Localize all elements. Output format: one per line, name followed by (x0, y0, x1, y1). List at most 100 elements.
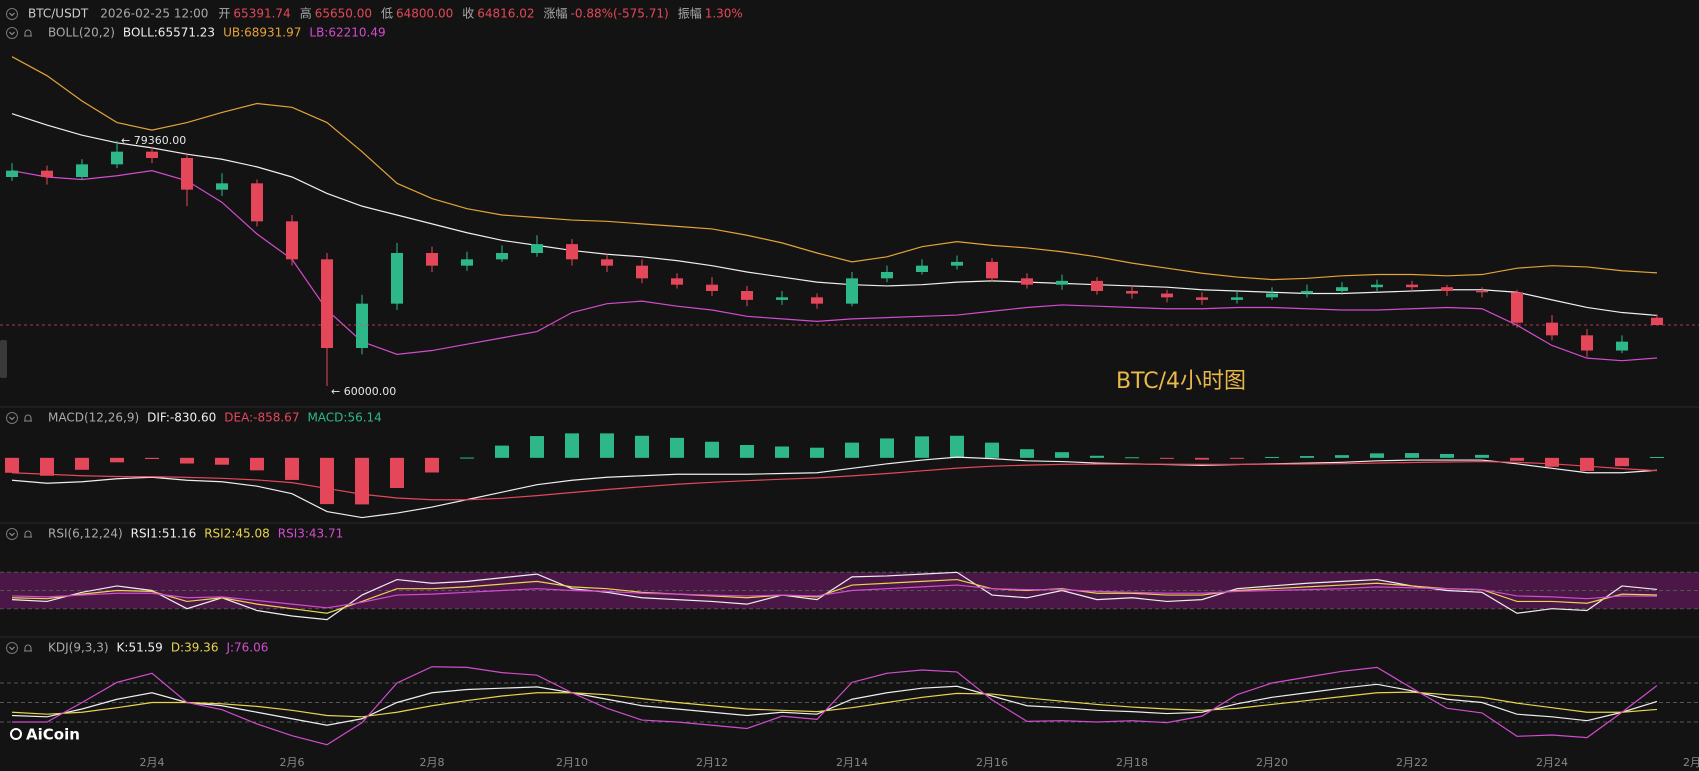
candle-body (216, 183, 228, 190)
x-tick-label: 2月 (1683, 756, 1699, 769)
side-handle[interactable] (0, 340, 7, 378)
candle-body (1371, 284, 1383, 288)
logo-mark (10, 728, 22, 740)
candle-body (1021, 278, 1033, 285)
x-tick-label: 2月12 (696, 756, 728, 769)
candle-body (1476, 291, 1488, 293)
candle-body (601, 259, 613, 266)
candle-body (741, 291, 753, 300)
macd-bar (740, 445, 754, 458)
alert-icon[interactable] (24, 644, 32, 652)
macd-bar (775, 446, 789, 458)
toggle-icon[interactable] (6, 8, 18, 20)
candle-body (1196, 297, 1208, 300)
x-tick-label: 2月18 (1116, 756, 1148, 769)
macd-bar (1440, 453, 1454, 458)
macd-bar (565, 433, 579, 458)
legend-text: -0.88%(-575.71) (571, 7, 669, 21)
toggle-chevron[interactable] (9, 12, 15, 17)
indicator-line (11, 456, 1658, 519)
macd-bar (1580, 457, 1594, 471)
macd-bar (635, 435, 649, 458)
macd-bar (110, 457, 124, 463)
macd-bar (355, 457, 369, 505)
indicator-line (11, 460, 1658, 501)
legend-text: 高 (300, 6, 312, 21)
candle-body (356, 303, 368, 348)
candle-body (496, 253, 508, 260)
alert-icon[interactable] (24, 29, 32, 37)
candle-body (531, 244, 543, 253)
candle-body (986, 261, 998, 279)
legend-text: DEA:-858.67 (224, 411, 299, 425)
legend-text: MACD:56.14 (307, 411, 381, 425)
macd-bar (1370, 453, 1384, 458)
candle-body (1126, 291, 1138, 294)
toggle-chevron[interactable] (9, 646, 15, 651)
candle-body (1266, 293, 1278, 298)
candle-body (846, 278, 858, 304)
x-tick-label: 2月4 (140, 756, 165, 769)
legend-text: UB:68931.97 (223, 26, 301, 40)
legend-text: BTC/USDT (28, 7, 89, 21)
macd-bar (1475, 454, 1489, 458)
alert-icon[interactable] (24, 530, 32, 538)
candle-body (251, 183, 263, 222)
indicator-line (11, 113, 1658, 317)
x-tick-label: 2月6 (280, 756, 305, 769)
alert-icon[interactable] (24, 414, 32, 422)
macd-bar (1055, 452, 1069, 458)
candle-body (1336, 287, 1348, 291)
toggle-chevron[interactable] (9, 416, 15, 421)
toggle-chevron[interactable] (9, 532, 15, 537)
candle-body (1581, 335, 1593, 351)
legend-text: 64800.00 (396, 7, 453, 21)
candle-body (321, 259, 333, 348)
candle-body (1091, 280, 1103, 291)
macd-bar (390, 457, 404, 488)
candle-body (181, 158, 193, 190)
candle-body (1406, 284, 1418, 288)
macd-bar (915, 436, 929, 458)
macd-bar (845, 442, 859, 458)
macd-bar (1195, 457, 1209, 460)
macd-bar (75, 457, 89, 470)
candle-body (706, 284, 718, 291)
legend-text: K:51.59 (117, 641, 163, 655)
legend-text: 65650.00 (315, 7, 372, 21)
macd-bar (950, 435, 964, 458)
macd-bar (1090, 455, 1104, 458)
candle-body (1616, 341, 1628, 351)
candle-body (1511, 292, 1523, 323)
candle-body (916, 265, 928, 272)
x-tick-label: 2月16 (976, 756, 1008, 769)
x-tick-label: 2月14 (836, 756, 868, 769)
toggle-icon[interactable] (6, 412, 18, 424)
chart-label: BTC/4小时图 (1116, 369, 1246, 394)
candle-body (1056, 280, 1068, 285)
candle-body (811, 297, 823, 304)
macd-bar (320, 457, 334, 505)
macd-bar (495, 445, 509, 458)
candle-body (1546, 322, 1558, 336)
x-tick-label: 2月10 (556, 756, 588, 769)
candle-body (111, 151, 123, 165)
macd-bar (1510, 457, 1524, 461)
candle-body (1301, 291, 1313, 294)
macd-bar (5, 457, 19, 473)
legend-text: J:76.06 (225, 641, 268, 655)
indicator-line (11, 571, 1658, 621)
toggle-chevron[interactable] (9, 31, 15, 36)
candle-body (286, 221, 298, 260)
toggle-icon[interactable] (6, 27, 18, 39)
toggle-icon[interactable] (6, 642, 18, 654)
toggle-icon[interactable] (6, 528, 18, 540)
candle-body (41, 170, 53, 177)
macd-bar (1020, 449, 1034, 458)
indicator-line (11, 578, 1658, 614)
legend-text: D:39.36 (171, 641, 219, 655)
legend-text: RSI3:43.71 (278, 527, 344, 541)
legend-text: 2026-02-25 12:00 (100, 7, 208, 21)
candle-body (1441, 287, 1453, 291)
